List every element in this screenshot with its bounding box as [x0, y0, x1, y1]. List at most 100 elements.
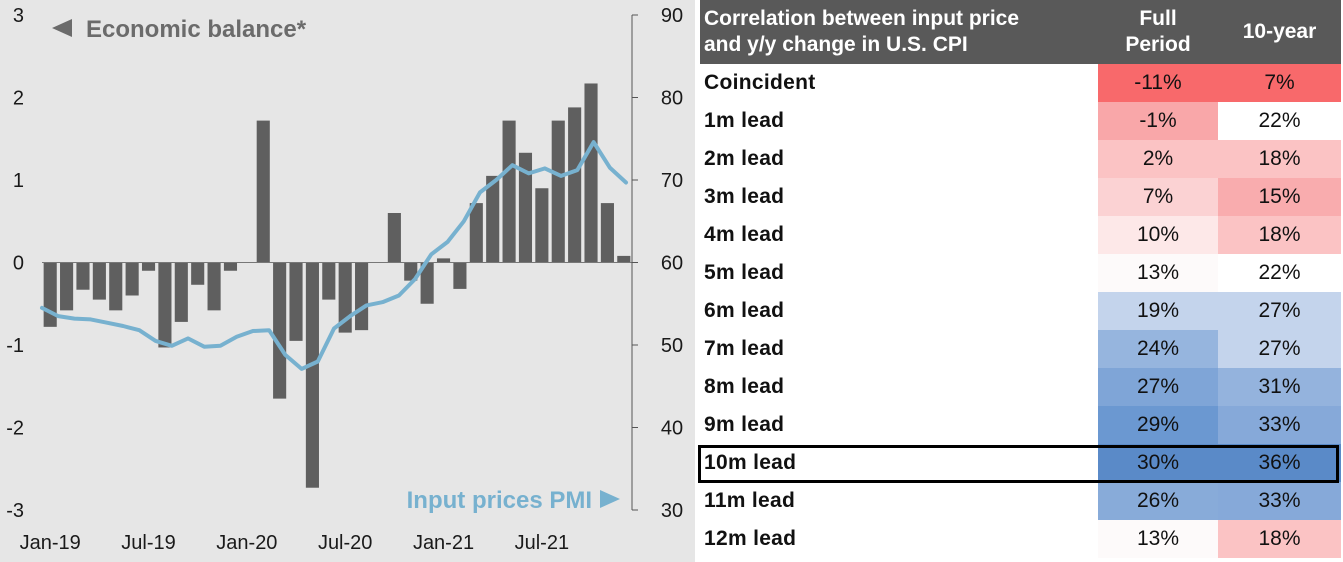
- ten-year-cell: 18%: [1218, 520, 1341, 558]
- right-tick-label: 60: [661, 253, 683, 275]
- bar: [436, 258, 451, 263]
- bar: [125, 262, 139, 296]
- row-label: Coincident: [704, 71, 816, 94]
- table-title: Correlation between input price and y/y …: [700, 0, 1098, 64]
- ten-year-cell: 18%: [1218, 216, 1341, 254]
- table-row: Coincident -11% 7%: [700, 64, 1341, 102]
- right-tick-label: 70: [661, 170, 683, 192]
- input-prices-label: Input prices PMI: [407, 487, 620, 514]
- table-row: 6m lead 19% 27%: [700, 292, 1341, 330]
- correlation-table-panel: Correlation between input price and y/y …: [695, 0, 1343, 562]
- row-label: 4m lead: [704, 223, 785, 246]
- table-row: 9m lead 29% 33%: [700, 406, 1341, 444]
- ten-year-cell: 15%: [1218, 178, 1341, 216]
- table-row: 11m lead 26% 33%: [700, 482, 1341, 520]
- left-tick-label: 1: [13, 170, 24, 192]
- ten-year-cell: 27%: [1218, 330, 1341, 368]
- ten-year-cell: 33%: [1218, 406, 1341, 444]
- bar: [305, 262, 319, 488]
- bar: [617, 255, 631, 263]
- bar: [551, 120, 565, 263]
- correlation-table: Correlation between input price and y/y …: [700, 0, 1341, 558]
- ten-year-cell: 36%: [1218, 444, 1341, 482]
- x-tick-label: Jan-21: [413, 532, 474, 554]
- full-period-cell: 2%: [1098, 140, 1218, 178]
- row-label: 2m lead: [704, 147, 785, 170]
- table-title-line2: and y/y change in U.S. CPI: [704, 33, 968, 56]
- x-axis-ticks: Jan-19 Jul-19 Jan-20 Jul-20 Jan-21 Jul-21: [20, 532, 569, 554]
- table-row: 1m lead -1% 22%: [700, 102, 1341, 140]
- bar: [158, 262, 172, 348]
- ten-year-cell: 31%: [1218, 368, 1341, 406]
- row-label: 5m lead: [704, 261, 785, 284]
- bar: [76, 262, 90, 290]
- bar: [43, 262, 57, 327]
- table-row: 10m lead 30% 36%: [700, 444, 1341, 482]
- x-tick-label: Jan-19: [20, 532, 81, 554]
- row-label: 6m lead: [704, 299, 785, 322]
- table-row: 12m lead 13% 18%: [700, 520, 1341, 558]
- right-tick-label: 40: [661, 418, 683, 440]
- right-tick-label: 50: [661, 335, 683, 357]
- right-tick-label: 80: [661, 88, 683, 110]
- bar: [273, 262, 287, 399]
- left-tick-label: -3: [6, 500, 24, 522]
- line-series: [40, 140, 628, 371]
- left-tick-label: 2: [13, 88, 24, 110]
- x-tick-label: Jul-21: [515, 532, 569, 554]
- chart-panel: 3 2 1 0 -1 -2 -3 90 80 70 60 50 40 30 Jan-19 Jul-19 Ja…: [0, 0, 695, 562]
- right-triangle-icon: [600, 490, 620, 508]
- bar: [174, 262, 188, 322]
- table-header-row: Correlation between input price and y/y …: [700, 0, 1341, 64]
- input-prices-text: Input prices PMI: [407, 487, 592, 514]
- table-row: 4m lead 10% 18%: [700, 216, 1341, 254]
- right-tick-label: 30: [661, 500, 683, 522]
- bar-series: [43, 83, 631, 488]
- row-label: 9m lead: [704, 413, 785, 436]
- right-axis-ticks: 90 80 70 60 50 40 30: [632, 5, 683, 522]
- column-header-full-line2: Period: [1125, 33, 1191, 56]
- full-period-cell: 7%: [1098, 178, 1218, 216]
- bar: [141, 262, 156, 271]
- ten-year-cell: 22%: [1218, 102, 1341, 140]
- bar: [191, 262, 205, 285]
- bar: [600, 203, 614, 263]
- x-tick-label: Jul-19: [121, 532, 175, 554]
- bar: [289, 262, 303, 341]
- table-row: 3m lead 7% 15%: [700, 178, 1341, 216]
- row-label: 10m lead: [704, 451, 797, 474]
- ten-year-cell: 22%: [1218, 254, 1341, 292]
- right-tick-label: 90: [661, 5, 683, 27]
- bar: [355, 262, 369, 331]
- bar: [518, 152, 533, 263]
- full-period-cell: 29%: [1098, 406, 1218, 444]
- economic-balance-text: Economic balance*: [86, 16, 307, 43]
- row-label: 1m lead: [704, 109, 785, 132]
- full-period-cell: 30%: [1098, 444, 1218, 482]
- bar: [420, 262, 434, 304]
- bar: [568, 107, 582, 263]
- ten-year-cell: 18%: [1218, 140, 1341, 178]
- left-triangle-icon: [52, 19, 72, 37]
- full-period-cell: -1%: [1098, 102, 1218, 140]
- column-header-full-line1: Full: [1139, 7, 1177, 30]
- row-label: 3m lead: [704, 185, 785, 208]
- bar: [60, 262, 74, 311]
- full-period-cell: 27%: [1098, 368, 1218, 406]
- table-row: 8m lead 27% 31%: [700, 368, 1341, 406]
- full-period-cell: 19%: [1098, 292, 1218, 330]
- left-tick-label: -2: [6, 418, 24, 440]
- bar: [223, 262, 238, 271]
- row-label: 12m lead: [704, 527, 797, 550]
- x-tick-label: Jul-20: [318, 532, 372, 554]
- left-tick-label: -1: [6, 335, 24, 357]
- full-period-cell: -11%: [1098, 64, 1218, 102]
- ten-year-cell: 7%: [1218, 64, 1341, 102]
- full-period-cell: 13%: [1098, 520, 1218, 558]
- bar: [207, 262, 221, 311]
- row-label: 11m lead: [704, 489, 796, 512]
- row-label: 8m lead: [704, 375, 785, 398]
- bar: [469, 203, 483, 263]
- bar: [453, 262, 467, 289]
